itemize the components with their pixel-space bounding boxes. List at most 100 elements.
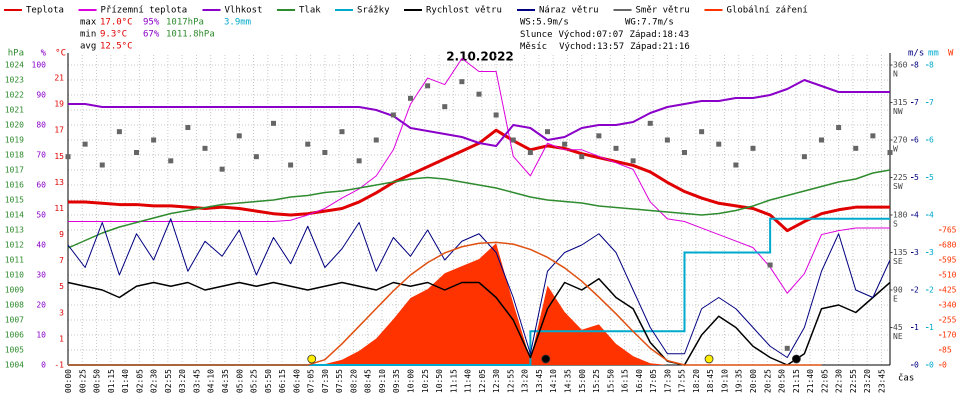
sun-rise-marker [307,354,317,364]
point [356,158,362,164]
line [68,79,890,147]
x-tick-label: 04:10 [207,369,216,393]
legend-label: Teplota [26,6,64,16]
y-tick-label: 4 [929,211,934,220]
wind-stat: WS:5.9m/s [520,18,569,28]
y-tick-label: 20 [36,301,46,310]
y-tick-label: 3 [914,248,919,257]
compass-label: NE [893,332,903,341]
point [562,141,568,147]
x-tick-label: 01:15 [107,369,116,393]
x-tick-label: 09:35 [392,369,401,393]
legend-label: Směr větru [636,6,690,16]
stat-value: 17.0°C [100,18,133,28]
line [67,278,891,366]
sun-info: Slunce Východ:07:07 Západ:18:43 [520,30,689,40]
y-tick-label: 1020 [5,121,24,130]
point [716,141,722,147]
point [116,129,122,135]
x-tick-label: 12:30 [492,369,501,393]
y-tick-label: 15 [54,152,64,161]
x-tick-label: 16:15 [621,369,630,393]
y-tick-label: 80 [36,121,46,130]
y-tick-label: 90 [893,286,903,295]
point [271,120,276,126]
axis-unit-label: hPa [8,49,24,59]
y-tick-label: 1010 [5,271,24,280]
legend-label: Náraz větru [539,6,599,16]
y-tick-label: 6 [914,136,919,145]
legend-label: Vlhkost [225,6,263,16]
point [390,112,396,118]
y-tick-label: 1019 [5,136,24,145]
point [151,137,157,143]
y-tick-label: 170 [942,331,957,340]
point [647,120,653,126]
stat-value: 1017hPa [166,18,204,28]
y-tick-label: 1022 [5,91,24,100]
stat-value: 12.5°C [100,42,133,52]
y-tick-label: 1016 [5,181,24,190]
y-tick-label: 7 [914,98,919,107]
x-tick-label: 17:55 [678,369,687,393]
y-tick-label: 1 [929,323,934,332]
point [168,158,174,164]
point [493,112,499,118]
point [305,141,311,147]
point [202,145,208,151]
y-tick-label: 360 [893,61,908,70]
legend-label: Globální záření [727,6,808,16]
x-tick-label: 03:20 [178,369,187,393]
x-tick-label: 22:05 [820,369,829,393]
moon-rise-marker [541,354,551,364]
sun-set-marker [704,354,714,364]
y-tick-label: 21 [54,74,64,83]
x-tick-label: 00:50 [93,369,102,393]
y-tick-label: 8 [929,61,934,70]
moon-set-marker [791,354,801,364]
sun-rise: 07:07 [596,30,623,40]
x-tick-label: 21:15 [792,369,801,393]
x-tick-label: 07:05 [307,369,316,393]
y-tick-label: 255 [942,316,957,325]
y-tick-label: 765 [942,226,957,235]
point [373,137,379,143]
x-tick-label: 18:20 [692,369,701,393]
y-tick-label: 45 [893,323,903,332]
y-tick-label: 8 [914,61,919,70]
point [99,162,105,168]
point [750,145,756,151]
x-tick-label: 07:55 [335,369,344,393]
x-tick-label: 12:05 [478,369,487,393]
x-tick-label: 23:20 [863,369,872,393]
moon-rise: 13:57 [597,42,624,52]
line [68,241,822,366]
y-tick-label: 340 [942,301,957,310]
x-tick-label: 01:40 [121,369,130,393]
legend-label: Přízemní teplota [101,6,188,16]
y-tick-label: 0 [942,361,947,370]
y-tick-label: 5 [59,282,64,291]
y-tick-label: 1007 [5,316,24,325]
point [476,91,482,97]
x-tick-label: 14:35 [563,369,572,393]
x-tick-label: 17:30 [663,369,672,393]
x-tick-label: 23:45 [877,369,886,393]
x-tick-label: 15:25 [592,369,601,393]
y-tick-label: 0 [41,361,46,370]
point [630,158,636,164]
stat-value: max [80,18,97,28]
stat-value: avg [80,42,96,52]
y-tick-label: 5 [929,173,934,182]
y-tick-label: 1 [914,323,919,332]
y-tick-label: 595 [942,256,957,265]
x-tick-label: 05:25 [250,369,259,393]
point [733,162,739,168]
x-tick-label: 19:35 [735,369,744,393]
point [322,150,328,155]
y-tick-label: 10 [36,331,46,340]
point [253,154,259,160]
point [853,145,859,151]
x-tick-label: 03:45 [192,369,201,393]
x-tick-label: 06:15 [278,369,287,393]
